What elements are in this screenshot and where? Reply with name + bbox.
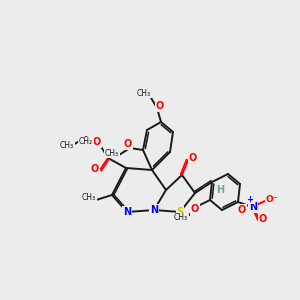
- Text: N: N: [123, 207, 131, 217]
- Text: H: H: [216, 185, 224, 195]
- Text: N: N: [150, 205, 158, 215]
- Text: N: N: [249, 202, 257, 212]
- Text: CH₃: CH₃: [137, 88, 151, 98]
- Text: O: O: [259, 214, 267, 224]
- Text: +: +: [247, 194, 254, 203]
- Text: O: O: [238, 205, 246, 215]
- Text: O: O: [124, 139, 132, 149]
- Text: O: O: [91, 164, 99, 174]
- Text: S: S: [176, 207, 184, 217]
- Text: CH₃: CH₃: [82, 194, 96, 202]
- Text: CH₃: CH₃: [174, 214, 188, 223]
- Text: CH₃: CH₃: [105, 148, 119, 158]
- Text: O: O: [189, 153, 197, 163]
- Text: CH₃: CH₃: [60, 140, 74, 149]
- Text: CH₂: CH₂: [79, 137, 93, 146]
- Text: O⁻: O⁻: [266, 196, 278, 205]
- Text: O: O: [156, 101, 164, 111]
- Text: O: O: [93, 137, 101, 147]
- Text: O: O: [191, 204, 199, 214]
